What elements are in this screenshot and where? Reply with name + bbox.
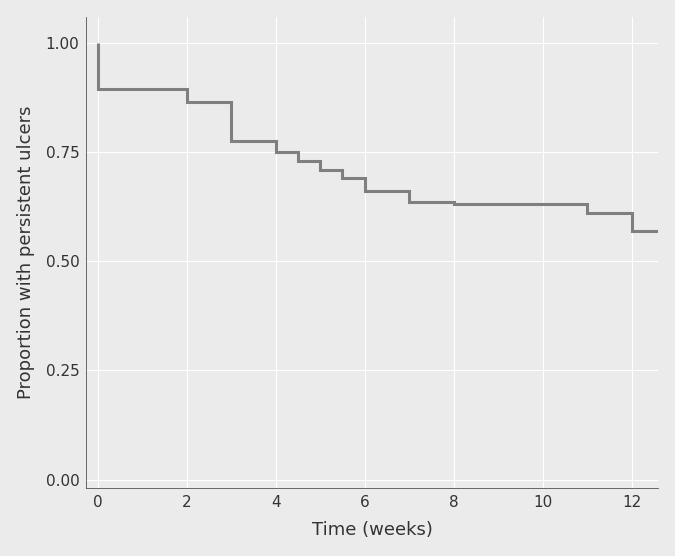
Y-axis label: Proportion with persistent ulcers: Proportion with persistent ulcers (17, 106, 34, 399)
X-axis label: Time (weeks): Time (weeks) (312, 522, 433, 539)
